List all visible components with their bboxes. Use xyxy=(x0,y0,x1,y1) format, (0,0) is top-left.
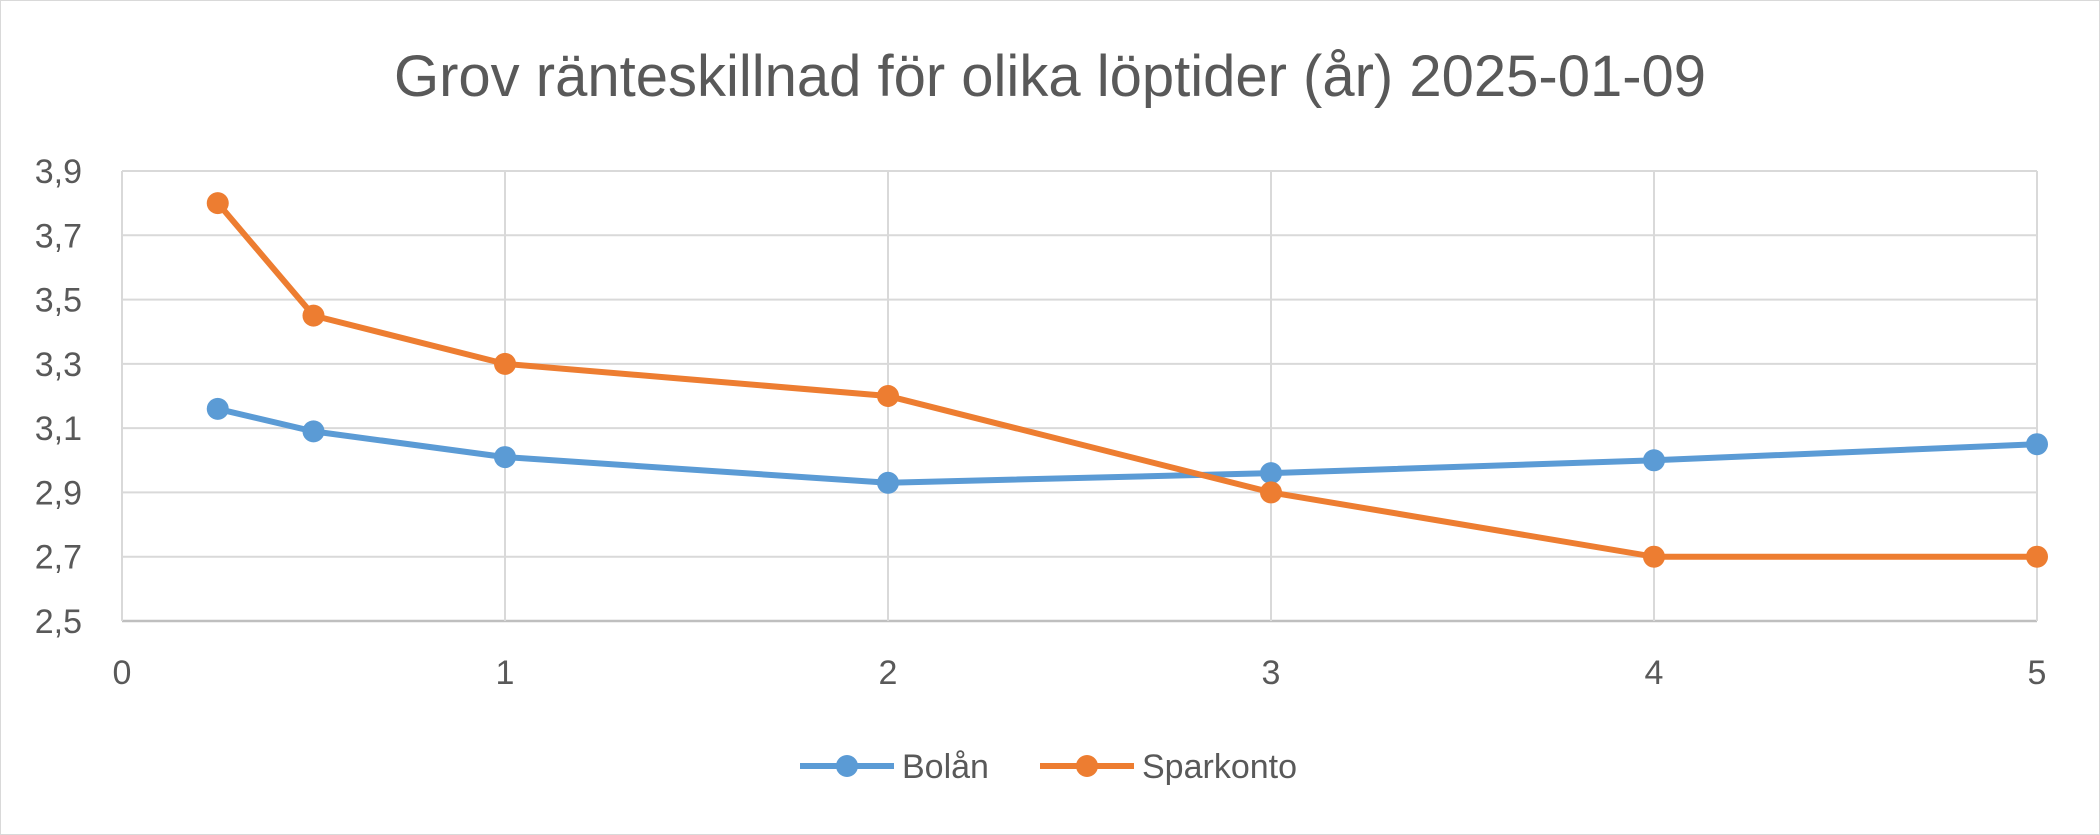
x-tick-label: 5 xyxy=(2028,654,2047,692)
series-layer xyxy=(206,192,2048,568)
series-line xyxy=(214,405,2040,486)
y-tick-label: 2,9 xyxy=(35,474,82,512)
data-point xyxy=(206,192,229,215)
data-point xyxy=(494,352,516,375)
grid xyxy=(121,170,2038,623)
data-point xyxy=(206,397,229,420)
series-2 xyxy=(206,192,2048,568)
data-point xyxy=(1260,462,1282,485)
y-tick-label: 2,7 xyxy=(35,539,82,577)
legend-marker xyxy=(1076,755,1098,777)
legend: Bolån Sparkonto xyxy=(800,748,1297,786)
series-1 xyxy=(206,397,2048,494)
x-tick-label: 4 xyxy=(1645,654,1664,692)
data-point xyxy=(1643,545,1665,568)
data-point xyxy=(302,304,325,327)
y-tick-label: 3,5 xyxy=(35,282,82,320)
legend-item: Bolån xyxy=(800,748,989,786)
data-point xyxy=(1643,449,1665,472)
data-point xyxy=(302,420,325,443)
data-point xyxy=(2026,433,2048,456)
data-point xyxy=(2026,545,2048,568)
legend-item: Sparkonto xyxy=(1040,748,1297,786)
legend-label: Bolån xyxy=(902,748,989,786)
y-tick-label: 3,1 xyxy=(35,410,82,448)
series-line xyxy=(214,200,2040,560)
y-tick-label: 3,3 xyxy=(35,346,82,384)
chart-title: Grov ränteskillnad för olika löptider (å… xyxy=(394,44,1706,109)
x-tick-label: 3 xyxy=(1262,654,1281,692)
y-tick-label: 3,9 xyxy=(35,153,82,191)
y-tick-label: 3,7 xyxy=(35,217,82,255)
legend-label: Sparkonto xyxy=(1142,748,1297,786)
data-point xyxy=(494,446,516,469)
x-tick-label: 2 xyxy=(879,654,898,692)
axes: 2,5 2,7 2,9 3,1 3,3 3,5 3,7 3,9 0 1 2 3 4 5 xyxy=(35,153,2047,692)
data-point xyxy=(1260,481,1282,504)
data-point xyxy=(877,385,899,407)
x-tick-label: 0 xyxy=(113,654,132,692)
legend-marker xyxy=(836,755,858,777)
data-point xyxy=(877,471,899,494)
y-tick-label: 2,5 xyxy=(35,603,82,641)
x-tick-label: 1 xyxy=(496,654,515,692)
